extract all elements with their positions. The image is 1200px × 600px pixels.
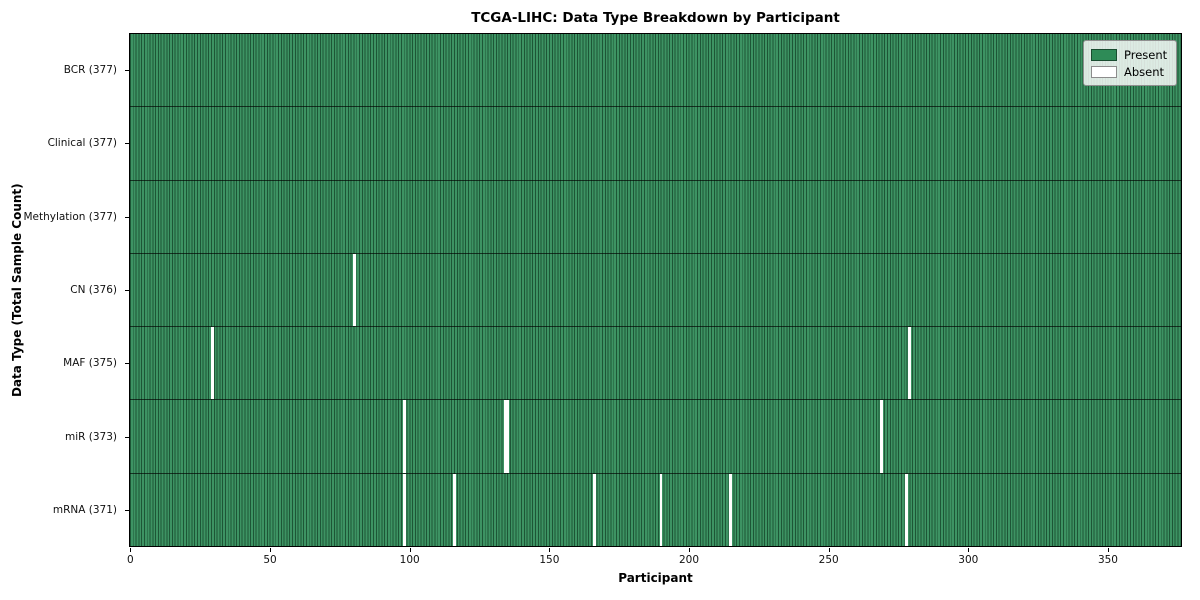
- legend: Present Absent: [1083, 40, 1178, 86]
- chart-title: TCGA-LIHC: Data Type Breakdown by Partic…: [471, 10, 840, 26]
- legend-absent-label: Absent: [1124, 64, 1165, 79]
- absent-gap: [506, 400, 510, 473]
- absent-gap: [453, 473, 457, 546]
- x-tick-mark: [828, 548, 830, 552]
- x-tick-label: 50: [263, 554, 277, 566]
- heatmap-row-Methylation: [130, 180, 1181, 254]
- y-tick-label: BCR (377): [63, 63, 117, 76]
- x-tick-mark: [130, 548, 132, 552]
- y-tick-mark: [125, 436, 129, 438]
- x-tick-label: 300: [958, 554, 979, 566]
- absent-gap: [210, 327, 214, 400]
- heatmap-row-Clinical: [130, 107, 1181, 181]
- x-axis-ticks: 0 50 100 150 200 250 300 350: [127, 547, 1182, 571]
- absent-gap: [403, 400, 406, 473]
- x-tick-mark: [270, 548, 272, 552]
- x-tick-mark: [689, 548, 691, 552]
- y-tick-mark: [125, 143, 129, 145]
- y-tick-mark: [125, 290, 129, 291]
- x-tick-label: 250: [818, 554, 839, 566]
- heatmap-row-MAF: [130, 327, 1181, 401]
- absent-gap: [403, 473, 406, 546]
- absent-gap: [879, 400, 883, 473]
- x-tick-label: 150: [539, 554, 560, 566]
- y-tick-mark: [125, 216, 129, 218]
- x-tick-mark: [549, 548, 551, 552]
- x-tick-label: 350: [1097, 554, 1118, 566]
- x-axis-label: Participant: [618, 571, 693, 585]
- y-tick-label: mRNA (371): [52, 504, 117, 517]
- absent-gap: [905, 473, 908, 546]
- heatmap-row-BCR: [130, 34, 1181, 108]
- y-axis-ticks: BCR (377) Clinical (377) Methylation (377)…: [0, 33, 129, 547]
- y-tick-label: miR (373): [64, 430, 117, 443]
- heatmap-row-miR: [130, 400, 1181, 474]
- plot-area: [129, 33, 1182, 547]
- heatmap-row-CN: [130, 253, 1181, 328]
- x-tick-label: 200: [678, 554, 700, 566]
- y-tick-mark: [125, 363, 129, 365]
- heatmap-row-mRNA: [130, 473, 1181, 546]
- legend-entry-absent: Absent: [1091, 63, 1167, 80]
- x-tick-mark: [1107, 548, 1109, 552]
- absent-gap: [353, 253, 356, 327]
- y-tick-label: Clinical (377): [47, 137, 117, 150]
- absent-gap: [592, 473, 596, 546]
- x-tick-label: 100: [399, 554, 420, 566]
- absent-gap: [659, 473, 663, 546]
- legend-present-label: Present: [1124, 47, 1168, 62]
- y-tick-mark: [125, 510, 129, 512]
- absent-gap: [907, 327, 911, 400]
- x-tick-mark: [968, 548, 970, 552]
- absent-gap: [729, 473, 733, 546]
- y-tick-label: MAF (375): [63, 357, 117, 370]
- x-tick-label: 0: [127, 554, 134, 566]
- y-tick-mark: [125, 69, 129, 71]
- x-tick-mark: [409, 548, 411, 552]
- absent-swatch: [1091, 65, 1117, 78]
- y-tick-label: CN (376): [70, 284, 117, 296]
- y-tick-label: Methylation (377): [23, 210, 117, 223]
- absent-gap: [503, 400, 507, 473]
- legend-entry-present: Present: [1091, 46, 1167, 63]
- present-swatch: [1091, 48, 1117, 61]
